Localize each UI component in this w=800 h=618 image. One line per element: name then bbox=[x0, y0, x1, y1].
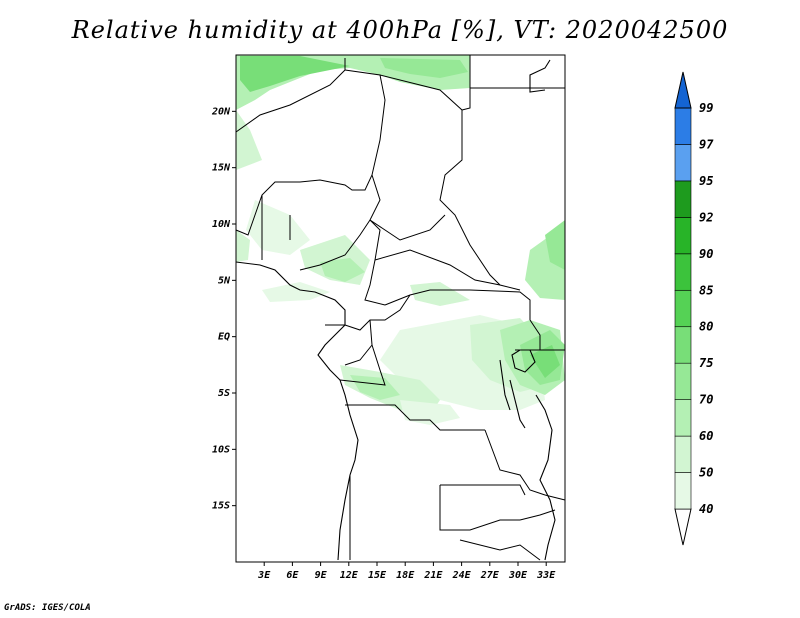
colorbar-level-label: 60 bbox=[699, 429, 713, 443]
lon-tick-label: 12E bbox=[340, 570, 359, 581]
lat-tick-label: 5S bbox=[218, 388, 230, 399]
latitude-axis: 20N 15N 10N 5N EQ 5S 10S 15S bbox=[211, 106, 236, 512]
colorbar-segment bbox=[674, 107, 692, 145]
lon-tick-label: 18E bbox=[396, 570, 415, 581]
lon-tick-label: 30E bbox=[508, 570, 528, 581]
lat-tick-label: 5N bbox=[218, 275, 231, 286]
lat-tick-label: 20N bbox=[211, 106, 231, 117]
map-frame bbox=[235, 54, 566, 563]
coastline bbox=[235, 59, 556, 561]
colorbar-segment bbox=[674, 435, 692, 473]
lat-tick-label: 15S bbox=[212, 501, 230, 512]
lon-tick-label: 9E bbox=[315, 570, 328, 581]
longitude-axis: 3E 6E 9E 12E 15E 18E 21E 24E 27E 30E 33E bbox=[257, 562, 556, 581]
lon-tick-label: 21E bbox=[423, 570, 443, 581]
colorbar-segment bbox=[674, 399, 692, 437]
colorbar-level-label: 80 bbox=[699, 320, 713, 334]
country-borders bbox=[235, 55, 566, 561]
colorbar-lower-arrow bbox=[674, 508, 692, 546]
lon-tick-label: 33E bbox=[536, 570, 556, 581]
colorbar-level-label: 40 bbox=[699, 502, 713, 516]
lon-tick-label: 3E bbox=[257, 570, 271, 581]
lat-tick-label: EQ bbox=[218, 332, 230, 343]
colorbar-segment bbox=[674, 253, 692, 291]
colorbar-level-label: 90 bbox=[699, 247, 713, 261]
colorbar-segment bbox=[674, 326, 692, 364]
lon-tick-label: 24E bbox=[452, 570, 472, 581]
colorbar-upper-arrow bbox=[674, 71, 692, 109]
lat-tick-label: 10S bbox=[212, 444, 230, 455]
colorbar-level-label: 99 bbox=[699, 101, 713, 115]
colorbar-level-label: 75 bbox=[699, 356, 713, 370]
colorbar-level-label: 95 bbox=[699, 174, 713, 188]
lon-tick-label: 15E bbox=[368, 570, 387, 581]
map-area: 20N 15N 10N 5N EQ 5S 10S 15S 3E 6E 9E 12E 15E 18E 21E… bbox=[211, 54, 566, 581]
colorbar: 40 50 60 70 75 80 85 90 92 95 97 99 bbox=[674, 71, 714, 546]
colorbar-segment bbox=[674, 144, 692, 182]
lon-tick-label: 6E bbox=[286, 570, 299, 581]
lon-tick-label: 27E bbox=[480, 570, 500, 581]
colorbar-level-label: 85 bbox=[699, 283, 713, 297]
colorbar-segment bbox=[674, 472, 692, 510]
colorbar-segment bbox=[674, 289, 692, 328]
colorbar-level-label: 70 bbox=[699, 393, 713, 407]
colorbar-segment bbox=[674, 180, 692, 218]
colorbar-segment bbox=[674, 217, 692, 255]
lat-tick-label: 15N bbox=[212, 163, 231, 174]
chart-title: Relative humidity at 400hPa [%], VT: 202… bbox=[71, 16, 729, 44]
colorbar-level-label: 50 bbox=[699, 466, 713, 480]
colorbar-level-label: 97 bbox=[699, 137, 714, 151]
grads-credit: GrADS: IGES/COLA bbox=[4, 603, 91, 613]
colorbar-segment bbox=[674, 362, 692, 400]
colorbar-level-label: 92 bbox=[699, 210, 713, 224]
lat-tick-label: 10N bbox=[212, 219, 231, 230]
